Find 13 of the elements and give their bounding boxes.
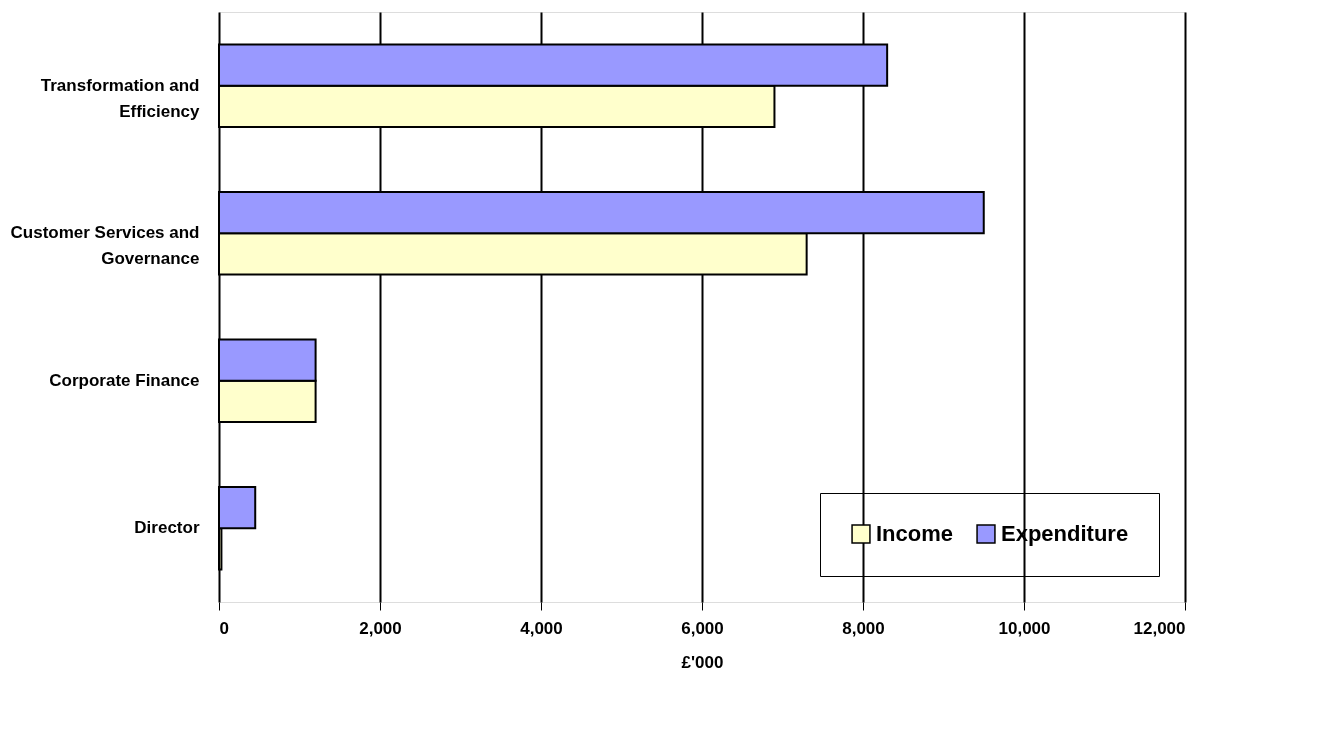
x-tick-label: 2,000	[359, 618, 402, 638]
y-tick-label: Customer Services and Governance	[10, 223, 200, 269]
x-tick-label: 6,000	[681, 618, 724, 638]
x-tick-label: 0	[219, 618, 229, 638]
x-tick-label: 4,000	[520, 618, 563, 638]
y-tick-label: Corporate Finance	[49, 370, 200, 390]
legend-label: Income	[876, 521, 954, 547]
x-axis-title: £'000	[681, 652, 724, 672]
x-tick-label: 10,000	[998, 618, 1051, 638]
y-tick-label: Transformation and Efficiency	[40, 75, 201, 121]
x-tick-label: 8,000	[842, 618, 885, 638]
y-tick-label: Director	[134, 518, 200, 538]
x-tick-label: 12,000	[1133, 618, 1186, 638]
